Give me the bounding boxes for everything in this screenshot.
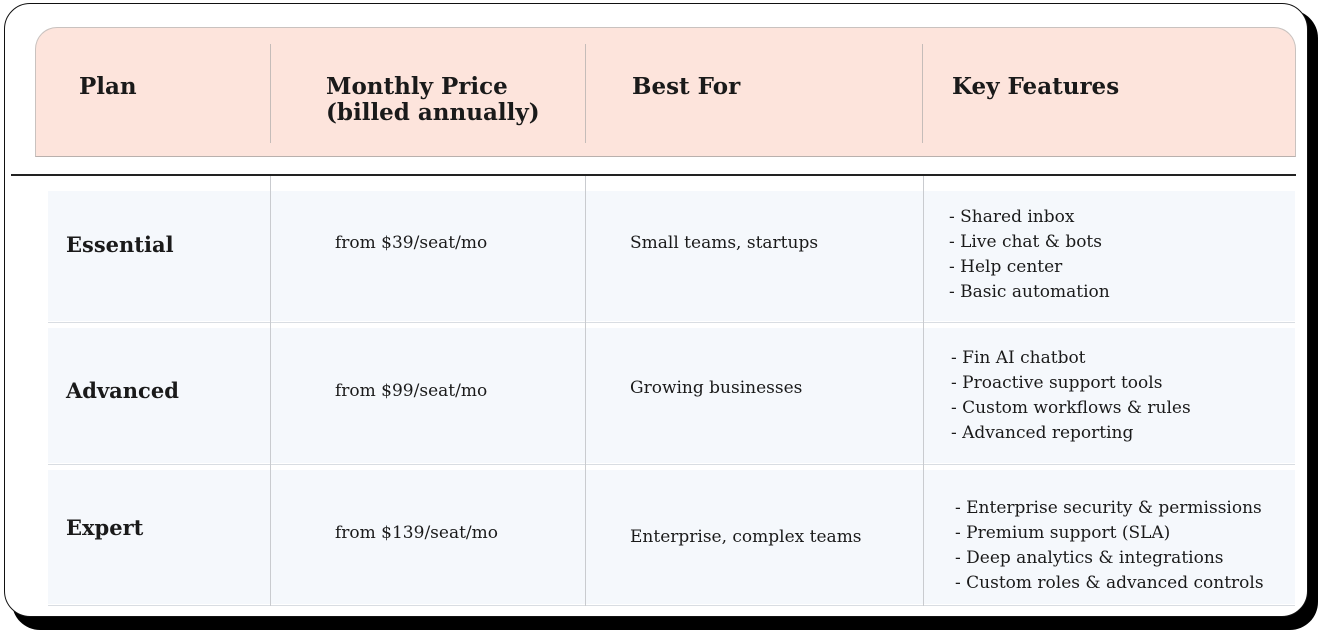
plan-best-for: Small teams, startups [630,233,819,253]
column-divider [270,176,271,606]
feature-item: - Basic automation [949,282,1110,302]
feature-item: - Live chat & bots [949,232,1102,252]
table-header [35,27,1296,157]
pricing-table-card: Plan Monthly Price (billed annually) Bes… [4,3,1308,617]
header-best-for: Best For [632,73,741,100]
feature-item: - Deep analytics & integrations [955,548,1224,568]
feature-list: - Shared inbox - Live chat & bots - Help… [949,205,1110,305]
feature-item: - Help center [949,257,1063,277]
plan-price: from $99/seat/mo [335,381,488,401]
header-rule [11,174,1296,176]
plan-best-for: Growing businesses [630,378,803,398]
feature-item: - Custom roles & advanced controls [955,573,1264,593]
feature-item: - Fin AI chatbot [951,348,1086,368]
header-divider [585,44,586,143]
feature-item: - Shared inbox [949,207,1075,227]
header-plan: Plan [79,73,137,100]
feature-item: - Enterprise security & permissions [955,498,1262,518]
feature-item: - Proactive support tools [951,373,1163,393]
feature-item: - Advanced reporting [951,423,1134,443]
header-key-features: Key Features [952,73,1120,100]
plan-name: Expert [66,515,144,540]
feature-item: - Custom workflows & rules [951,398,1191,418]
feature-list: - Enterprise security & permissions - Pr… [955,496,1264,596]
header-monthly-price: Monthly Price (billed annually) [326,74,540,126]
row-divider [48,464,1295,465]
row-divider [48,322,1295,323]
plan-best-for: Enterprise, complex teams [630,527,862,547]
plan-price: from $39/seat/mo [335,233,488,253]
header-divider [270,44,271,143]
header-divider [922,44,923,143]
row-background [48,191,1295,321]
header-price-line1: Monthly Price [326,73,508,100]
plan-name: Advanced [66,378,179,403]
column-divider [585,176,586,606]
header-price-line2: (billed annually) [326,99,540,126]
row-divider [48,605,1295,606]
plan-name: Essential [66,232,174,257]
row-background [48,328,1295,463]
feature-item: - Premium support (SLA) [955,523,1171,543]
row-background [48,470,1295,604]
feature-list: - Fin AI chatbot - Proactive support too… [951,346,1191,446]
plan-price: from $139/seat/mo [335,523,499,543]
column-divider [923,176,924,606]
